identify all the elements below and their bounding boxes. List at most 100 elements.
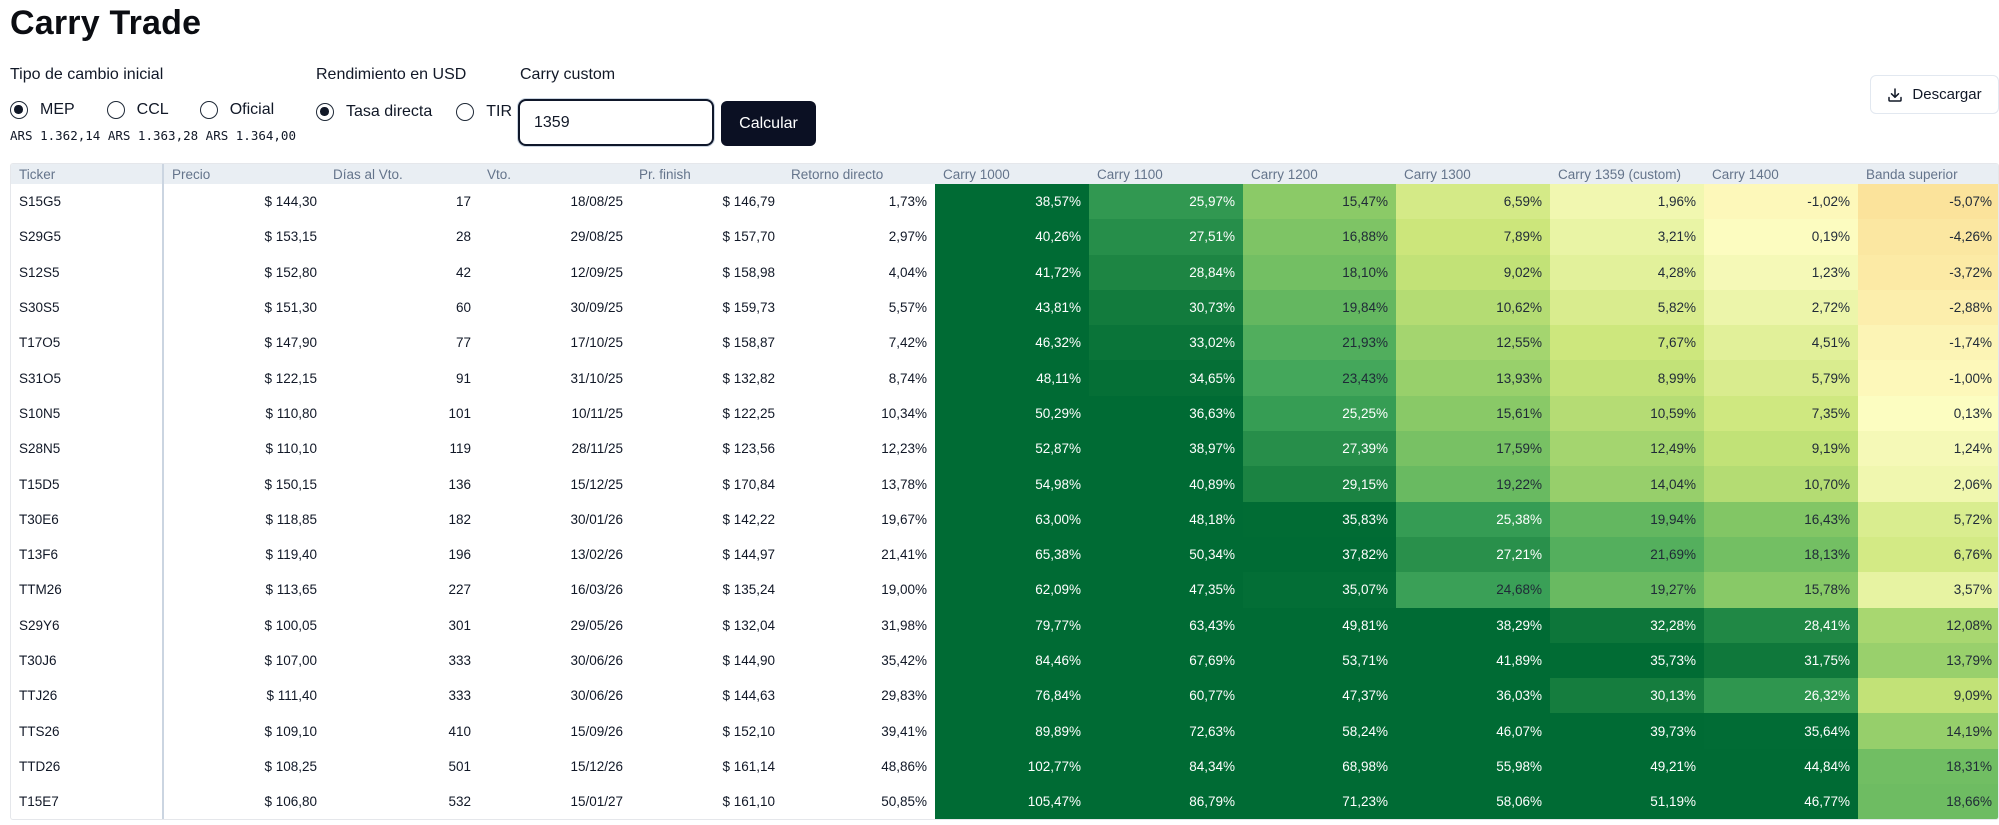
table-cell: 4,04% xyxy=(783,254,935,290)
carry-cell: 7,67% xyxy=(1550,325,1704,361)
carry-cell: 19,22% xyxy=(1396,466,1550,502)
carry-cell: 84,46% xyxy=(935,642,1089,679)
table-cell: $ 161,10 xyxy=(722,794,775,810)
carry-cell: 63,43% xyxy=(1089,607,1243,643)
table-cell: 101 xyxy=(325,395,479,432)
table-cell: 15/09/26 xyxy=(570,723,623,739)
carry-cell: 3,21% xyxy=(1550,219,1704,255)
table-cell: $ 132,82 xyxy=(722,370,775,386)
carry-cell: 76,84% xyxy=(935,678,1089,714)
table-cell: $ 132,04 xyxy=(631,607,783,643)
carry-custom-input[interactable] xyxy=(518,99,714,146)
table-row[interactable]: S12S5 $ 152,80 42 12/09/25 $ 158,98 4,04% 41,7… xyxy=(11,254,1998,290)
table-row[interactable]: S15G5 $ 144,30 17 18/08/25 $ 146,79 1,73% 38,5… xyxy=(11,184,1998,220)
table-cell: $ 113,65 xyxy=(265,582,317,598)
table-cell: 10/11/25 xyxy=(479,395,631,432)
table-cell: 19,67% xyxy=(881,511,927,527)
carry-cell: 33,02% xyxy=(1089,325,1243,361)
table-cell: $ 100,05 xyxy=(163,607,325,643)
table-row[interactable]: S28N5 $ 110,10 119 28/11/25 $ 123,56 12,23% 52… xyxy=(11,431,1998,467)
carry-cell: 47,35% xyxy=(1089,572,1243,608)
table-row[interactable]: T30J6 $ 107,00 333 30/06/26 $ 144,90 35,42% 84… xyxy=(11,642,1998,679)
column-header[interactable]: Retorno directo xyxy=(783,164,935,184)
fx-rates-text: ARS 1.362,14 ARS 1.363,28 ARS 1.364,00 xyxy=(10,128,296,143)
table-cell: $ 123,56 xyxy=(722,441,775,457)
table-cell: 30/09/25 xyxy=(570,300,623,316)
column-header[interactable]: Carry 1000 xyxy=(935,164,1089,184)
table-row[interactable]: T15E7 $ 106,80 532 15/01/27 $ 161,10 50,85% 10… xyxy=(11,784,1998,820)
carry-cell: -5,07% xyxy=(1858,184,1998,220)
column-header[interactable]: Carry 1359 (custom) xyxy=(1550,164,1704,184)
download-button[interactable]: Descargar xyxy=(1870,75,1999,114)
table-row[interactable]: S10N5 $ 110,80 101 10/11/25 $ 122,25 10,34% 50… xyxy=(11,395,1998,432)
table-row[interactable]: S31O5 $ 122,15 91 31/10/25 $ 132,82 8,74% 48,1… xyxy=(11,360,1998,396)
table-cell: 48,86% xyxy=(783,748,935,785)
radio-tasa-directa[interactable]: Tasa directa xyxy=(316,103,432,121)
column-header[interactable]: Carry 1100 xyxy=(1089,164,1243,184)
table-row[interactable]: T13F6 $ 119,40 196 13/02/26 $ 144,97 21,41% 65… xyxy=(11,536,1998,573)
radio-mep-circle[interactable] xyxy=(10,101,28,119)
table-row[interactable]: S30S5 $ 151,30 60 30/09/25 $ 159,73 5,57% 43,8… xyxy=(11,289,1998,326)
column-header[interactable]: Ticker xyxy=(11,164,164,184)
table-row[interactable]: T17O5 $ 147,90 77 17/10/25 $ 158,87 7,42% 46,3… xyxy=(11,325,1998,361)
table-row[interactable]: S29G5 $ 153,15 28 29/08/25 $ 157,70 2,97% 40,2… xyxy=(11,219,1998,255)
carry-cell: 9,02% xyxy=(1396,254,1550,290)
carry-cell: 1,96% xyxy=(1550,184,1704,220)
column-header[interactable]: Carry 1200 xyxy=(1243,164,1396,184)
carry-cell: -4,26% xyxy=(1858,219,1998,255)
column-header[interactable]: Precio xyxy=(163,164,325,184)
calcular-button[interactable]: Calcular xyxy=(721,101,816,146)
table-cell: 42 xyxy=(325,254,479,290)
table-cell: 28/11/25 xyxy=(571,441,623,457)
table-row[interactable]: T30E6 $ 118,85 182 30/01/26 $ 142,22 19,67% 63… xyxy=(11,501,1998,537)
carry-cell: 0,19% xyxy=(1704,219,1858,255)
radio-ccl[interactable]: CCL xyxy=(106,101,169,119)
carry-cell: 14,19% xyxy=(1858,713,1998,749)
fx-group-label: Tipo de cambio inicial xyxy=(10,66,164,83)
carry-cell: 25,97% xyxy=(1089,184,1243,220)
carry-cell: 25,38% xyxy=(1396,501,1550,537)
carry-cell: 38,29% xyxy=(1396,607,1550,643)
radio-oficial-circle[interactable] xyxy=(199,101,218,119)
carry-cell: 23,43% xyxy=(1243,360,1396,396)
table-cell: 17 xyxy=(325,184,479,220)
table-cell: 5,57% xyxy=(888,300,927,316)
radio-oficial[interactable]: Oficial xyxy=(199,101,274,119)
radio-tasa-directa-circle[interactable] xyxy=(316,103,334,121)
column-header[interactable]: Pr. finish xyxy=(631,164,783,184)
column-header[interactable]: Banda superior xyxy=(1858,164,1998,184)
table-cell: 12,23% xyxy=(881,441,927,457)
carry-cell: 48,18% xyxy=(1089,501,1243,537)
carry-custom-label: Carry custom xyxy=(520,66,616,83)
table-cell: $ 144,90 xyxy=(722,653,775,668)
table-cell: $ 119,40 xyxy=(163,536,325,573)
ticker-cell: S15G5 xyxy=(11,184,164,220)
carry-cell: 15,61% xyxy=(1396,395,1550,432)
table-cell: $ 144,63 xyxy=(631,678,783,714)
carry-cell: 105,47% xyxy=(935,784,1089,820)
table-cell: $ 147,90 xyxy=(163,325,325,361)
column-header[interactable]: Días al Vto. xyxy=(325,164,479,184)
column-header[interactable]: Carry 1300 xyxy=(1396,164,1550,184)
carry-cell: 37,82% xyxy=(1243,536,1396,573)
table-row[interactable]: S29Y6 $ 100,05 301 29/05/26 $ 132,04 31,98% 79… xyxy=(11,607,1998,643)
carry-cell: 2,06% xyxy=(1858,466,1998,502)
table-row[interactable]: TTS26 $ 109,10 410 15/09/26 $ 152,10 39,41% 89… xyxy=(11,713,1998,749)
column-header[interactable]: Vto. xyxy=(479,164,631,184)
table-row[interactable]: TTJ26 $ 111,40 333 30/06/26 $ 144,63 29,83% 76… xyxy=(11,678,1998,714)
carry-cell: 28,41% xyxy=(1704,607,1858,643)
carry-cell: 27,39% xyxy=(1243,431,1396,467)
table-row[interactable]: TTD26 $ 108,25 501 15/12/26 $ 161,14 48,86% 10… xyxy=(11,748,1998,785)
carry-cell: 15,78% xyxy=(1704,572,1858,608)
table-row[interactable]: TTM26 $ 113,65 227 16/03/26 $ 135,24 19,00% 62… xyxy=(11,572,1998,608)
radio-tir[interactable]: TIR xyxy=(456,103,512,121)
table-cell: $ 146,79 xyxy=(631,184,783,220)
radio-mep[interactable]: MEP xyxy=(10,101,75,119)
table-cell: 196 xyxy=(325,536,479,573)
carry-cell: 9,19% xyxy=(1704,431,1858,467)
table-cell: $ 170,84 xyxy=(631,466,783,502)
radio-tir-circle[interactable] xyxy=(456,103,475,121)
table-row[interactable]: T15D5 $ 150,15 136 15/12/25 $ 170,84 13,78% 54… xyxy=(11,466,1998,502)
radio-ccl-circle[interactable] xyxy=(106,101,125,119)
column-header[interactable]: Carry 1400 xyxy=(1704,164,1858,184)
